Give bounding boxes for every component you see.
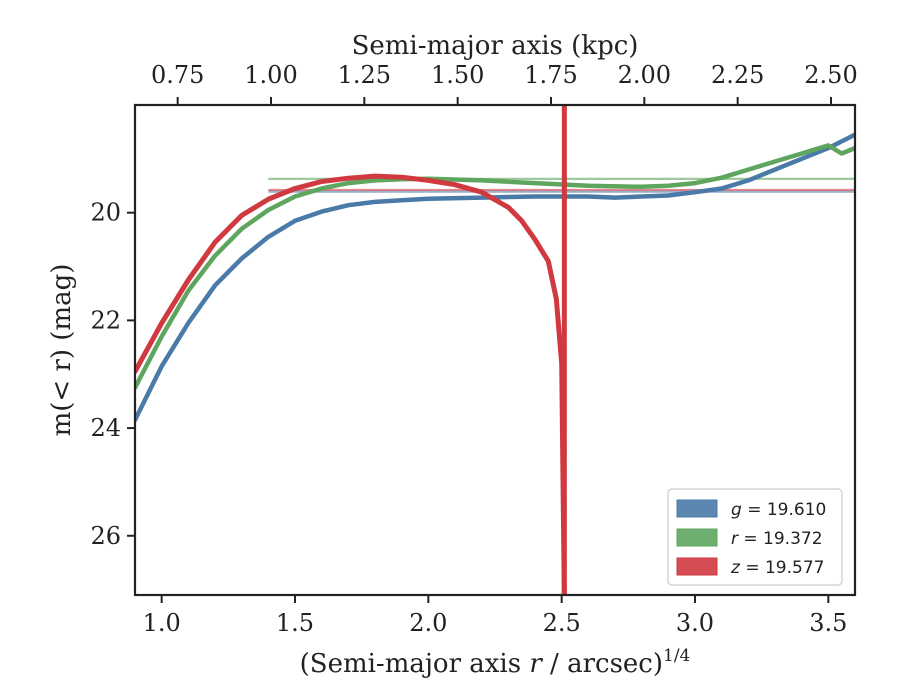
top-axis-title: Semi-major axis (kpc) (352, 31, 639, 61)
legend-value: = 19.372 (738, 529, 823, 549)
top-tick-label: 2.50 (804, 61, 857, 89)
series-line-g (135, 132, 855, 423)
bottom-tick-label: 3.0 (676, 609, 714, 637)
series-line-z (135, 173, 567, 595)
xlabel-variable: r (529, 649, 543, 679)
top-tick-label: 1.50 (431, 61, 484, 89)
legend-value: = 19.610 (742, 500, 827, 520)
left-tick-label: 24 (90, 414, 121, 442)
bottom-tick-label: 1.0 (143, 609, 181, 637)
top-tick-label: 2.00 (618, 61, 671, 89)
legend-variable: z (730, 558, 741, 578)
plot-frame (133, 103, 857, 597)
bottom-tick-label: 1.5 (276, 609, 314, 637)
legend-variable: r (731, 529, 739, 549)
legend-value: = 19.577 (740, 558, 825, 578)
left-axis: 20 22 24 26 (90, 199, 135, 550)
plot-area (135, 105, 855, 595)
left-axis-title: m(< r) (mag) (47, 264, 77, 437)
top-tick-label: 1.75 (524, 61, 577, 89)
legend-variable: g (731, 500, 742, 520)
legend-label-g: g = 19.610 (731, 500, 826, 520)
series-line-r (135, 143, 855, 390)
bottom-tick-label: 2.0 (409, 609, 447, 637)
legend-swatch-g (676, 499, 718, 518)
bottom-axis-title: (Semi-major axis r / arcsec)1/4 (300, 646, 691, 679)
bottom-tick-label: 3.5 (809, 609, 847, 637)
left-tick-label: 20 (90, 199, 121, 227)
top-tick-label: 1.25 (338, 61, 391, 89)
top-tick-label: 2.25 (711, 61, 764, 89)
bottom-tick-label: 2.5 (543, 609, 581, 637)
left-tick-label: 22 (90, 306, 121, 334)
xlabel-suffix: / arcsec) (542, 649, 663, 679)
top-tick-label: 1.00 (244, 61, 297, 89)
xlabel-exponent: 1/4 (663, 646, 690, 666)
left-tick-label: 26 (90, 522, 121, 550)
xlabel-prefix: (Semi-major axis (300, 649, 530, 679)
top-tick-label: 0.75 (151, 61, 204, 89)
top-axis: 0.75 1.00 1.25 1.50 1.75 2.00 2.25 2.50 (151, 61, 858, 105)
legend-label-r: r = 19.372 (731, 529, 823, 549)
bottom-axis: 1.0 1.5 2.0 2.5 3.0 3.5 (143, 595, 847, 637)
legend-swatch-r (676, 528, 718, 547)
legend-label-z: z = 19.577 (730, 558, 824, 578)
legend-swatch-z (676, 557, 718, 576)
